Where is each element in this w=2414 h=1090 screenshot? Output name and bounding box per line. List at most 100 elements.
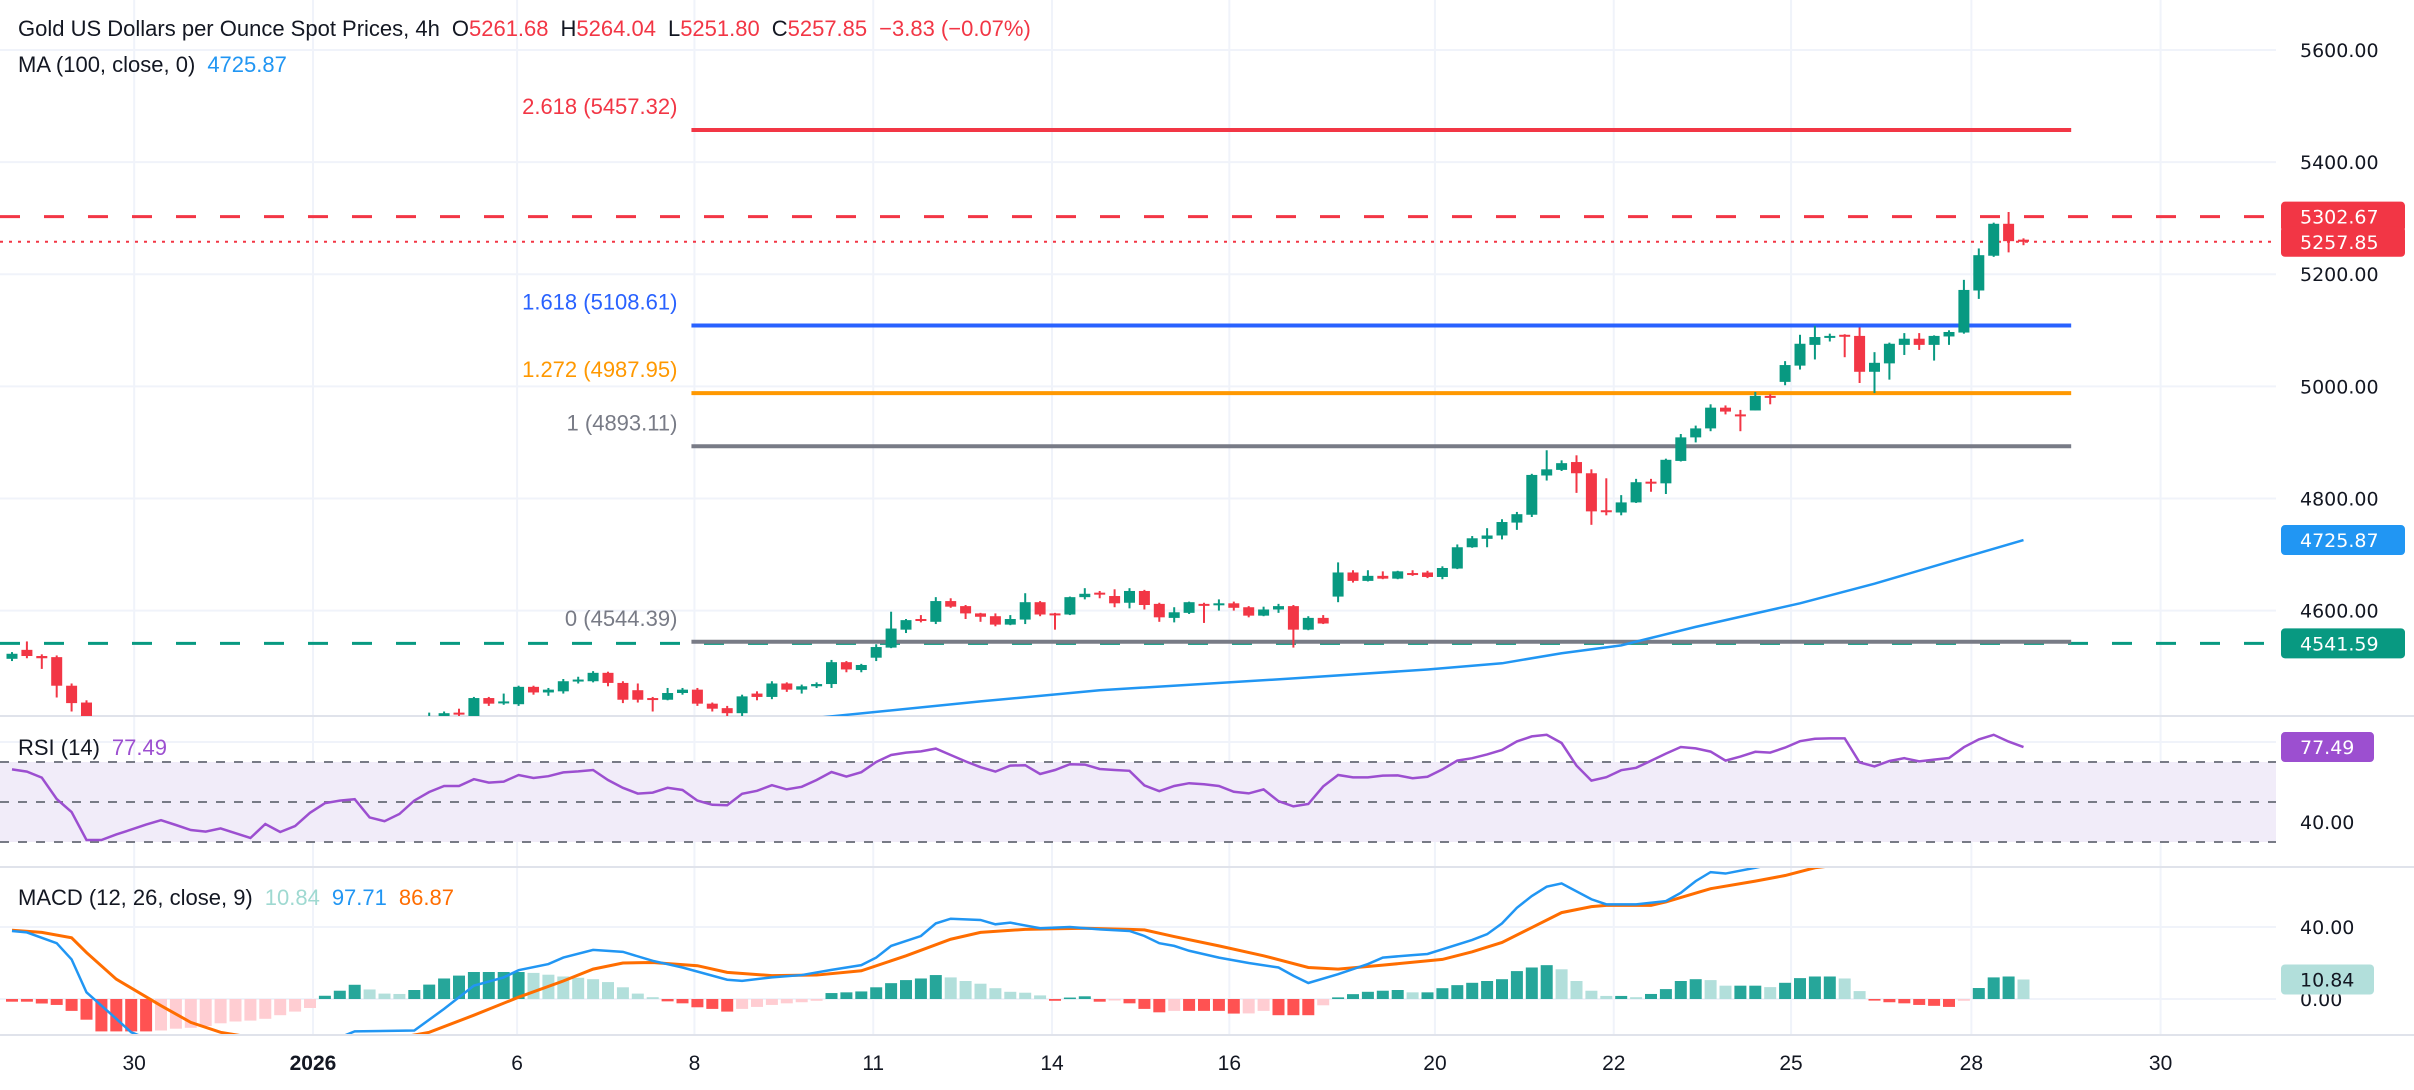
pane-separators (0, 715, 2414, 1036)
price-badge-value: 4541.59 (2300, 633, 2379, 655)
macd-histogram-bar (1764, 987, 1777, 999)
candle (1273, 603, 1284, 613)
macd-badge-value: 10.84 (2300, 969, 2354, 991)
low-value: 5251.80 (680, 16, 760, 41)
macd-histogram-bar (1838, 978, 1851, 999)
candle (1645, 478, 1657, 492)
candle-body (1973, 255, 1985, 291)
macd-histogram-bar (1615, 995, 1628, 999)
candle-body (1690, 428, 1702, 438)
candle-body (1571, 462, 1582, 474)
candle-body (781, 683, 793, 690)
candle-body (1958, 289, 1970, 333)
macd-histogram-bar (199, 999, 212, 1026)
rsi-pane[interactable] (0, 733, 2276, 843)
candle (766, 681, 778, 700)
macd-histogram-bar (1406, 992, 1419, 999)
candle (1079, 588, 1091, 600)
candle-body (1362, 575, 1374, 581)
symbol-title[interactable]: Gold US Dollars per Ounce Spot Prices, 4… (18, 16, 440, 41)
macd-histogram-bar (810, 999, 823, 1001)
candle-body (6, 653, 18, 659)
candle-body (1734, 414, 1746, 417)
candle (542, 687, 554, 696)
macd-histogram-bar (1645, 993, 1657, 999)
time-axis-label: 30 (2149, 1052, 2172, 1075)
macd-histogram-bar (1063, 997, 1076, 1000)
time-axis[interactable]: 30 2026 6 8 11 14 16 20 22 25 28 30 (123, 1052, 2173, 1075)
candle (1824, 333, 1836, 342)
candle (989, 613, 1001, 627)
candle-body (66, 685, 78, 704)
candle (1138, 589, 1150, 610)
price-pane[interactable]: 2.618 (5457.32) 1.618 (5108.61) 1.272 (498… (0, 94, 2276, 779)
price-badge: 4541.59 (2281, 628, 2405, 659)
candle-body (766, 683, 778, 697)
macd-histogram-bar (1868, 999, 1881, 1001)
price-badge-background (2281, 628, 2405, 659)
candle-body (1019, 602, 1031, 620)
low-label: L (667, 16, 681, 41)
candle-body (1422, 572, 1433, 577)
macd-pane[interactable] (6, 823, 2030, 1056)
rsi-legend[interactable]: RSI (14) 77.49 (18, 735, 167, 761)
macd-histogram-bar (482, 972, 495, 999)
candle (572, 676, 584, 684)
candle (483, 696, 495, 706)
price-badge: 5257.85 (2281, 226, 2405, 257)
rsi-badge: 77.49 (2281, 732, 2374, 763)
macd-histogram-bar (512, 972, 525, 999)
price-axis[interactable]: 5600.00 5400.00 5200.00 5000.00 4800.00 4600.… (2281, 40, 2405, 1011)
macd-histogram-bar (1317, 999, 1330, 1006)
candle-body (1392, 571, 1404, 579)
candle-body (1779, 365, 1791, 382)
candle-body (1064, 597, 1076, 615)
candle-body (513, 686, 525, 705)
macd-histogram-bar (304, 999, 316, 1008)
price-axis-tick: 4600.00 (2300, 601, 2379, 623)
macd-histogram-bar (1138, 999, 1151, 1009)
macd-histogram-bar (1227, 999, 1240, 1014)
change-value: −3.83 (−0.07%) (879, 16, 1031, 41)
macd-histogram-bar (318, 995, 331, 999)
candle-body (1749, 395, 1761, 411)
macd-histogram-bar (1361, 991, 1374, 999)
candle-body (1109, 596, 1121, 604)
fib-level-label: 1.272 (4987.95) (522, 357, 677, 382)
macd-line (11, 868, 1761, 1034)
candle (1794, 334, 1806, 370)
candle-body (721, 708, 733, 714)
macd-histogram-bar (1928, 999, 1941, 1006)
candle (617, 681, 629, 704)
candle (66, 683, 78, 712)
ma-legend[interactable]: MA (100, close, 0) 4725.87 (18, 52, 287, 78)
macd-histogram-bar (989, 988, 1002, 999)
macd-label: MACD (12, 26, close, 9) (18, 885, 253, 910)
macd-histogram-bar (1212, 999, 1225, 1011)
candle (885, 611, 897, 649)
candle (945, 598, 957, 608)
macd-histogram-bar (274, 999, 287, 1016)
candle-body (1839, 334, 1851, 337)
macd-histogram-bar (289, 999, 302, 1012)
candle (6, 652, 18, 662)
candle (1496, 519, 1508, 540)
candle-body (468, 698, 480, 716)
candle-body (1436, 567, 1448, 577)
candle (1615, 495, 1627, 516)
rsi-label: RSI (14) (18, 735, 100, 760)
macd-histogram-bar (765, 999, 778, 1005)
price-axis-tick: 5200.00 (2300, 264, 2379, 286)
close-value: 5257.85 (787, 16, 868, 41)
candle (81, 700, 92, 716)
candle (21, 641, 33, 659)
candle-body (1660, 459, 1672, 484)
candle-body (1705, 407, 1717, 429)
candle-body (21, 649, 33, 657)
macd-histogram-bar (751, 999, 763, 1007)
candle-body (1764, 395, 1776, 398)
macd-legend[interactable]: MACD (12, 26, close, 9) 10.84 97.71 86.8… (18, 885, 454, 911)
macd-histogram-bar (1287, 999, 1300, 1016)
macd-histogram-bar (408, 990, 421, 999)
